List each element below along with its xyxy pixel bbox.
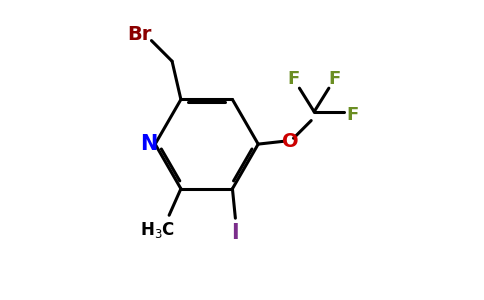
Text: F: F	[329, 70, 341, 88]
Text: Br: Br	[127, 25, 152, 44]
Text: H$_3$C: H$_3$C	[140, 220, 175, 240]
Text: N: N	[140, 134, 157, 154]
Text: O: O	[282, 132, 299, 151]
Text: I: I	[231, 223, 239, 243]
Text: F: F	[287, 70, 300, 88]
Text: F: F	[346, 106, 359, 124]
